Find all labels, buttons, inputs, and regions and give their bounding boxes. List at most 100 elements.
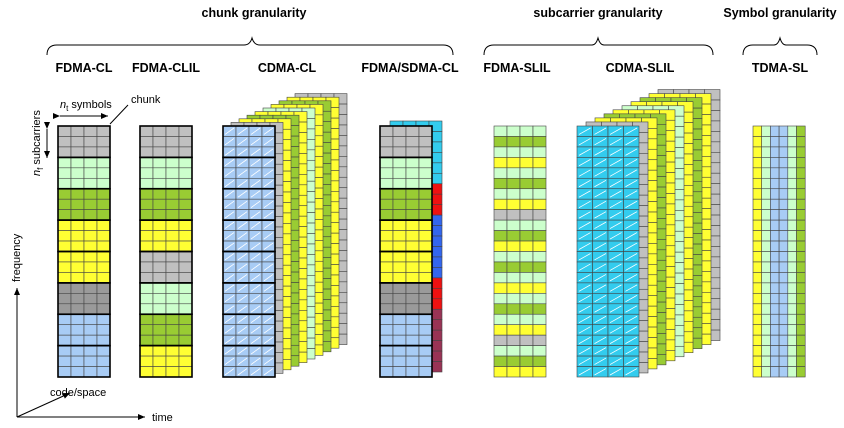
cell xyxy=(57,313,72,326)
cell xyxy=(178,136,193,148)
cell xyxy=(392,219,407,231)
cell xyxy=(70,209,85,221)
cell xyxy=(778,355,789,367)
cell xyxy=(178,366,193,378)
cell xyxy=(493,261,508,273)
cell xyxy=(405,303,420,315)
cell xyxy=(770,167,780,179)
cell xyxy=(152,177,167,190)
cell-mark xyxy=(237,284,248,292)
cell xyxy=(83,209,98,221)
cell xyxy=(796,209,806,221)
cell xyxy=(70,345,85,357)
chunk xyxy=(139,344,193,378)
cell xyxy=(493,345,508,357)
cell xyxy=(532,261,547,273)
cell xyxy=(152,219,167,231)
cell xyxy=(70,334,85,346)
cell xyxy=(418,240,433,252)
cell-mark xyxy=(578,347,591,355)
cell-mark xyxy=(578,242,591,250)
cell xyxy=(532,313,547,326)
cell xyxy=(787,313,797,326)
cell xyxy=(761,366,771,378)
subcarriers-label: nf subcarriers xyxy=(31,110,45,176)
cell xyxy=(139,313,154,326)
cell xyxy=(57,251,72,263)
cell-mark xyxy=(224,148,235,156)
cell xyxy=(83,303,98,315)
cell xyxy=(778,230,789,242)
cell-mark xyxy=(578,148,591,156)
cell xyxy=(405,157,420,169)
cell-mark xyxy=(237,138,248,146)
cell xyxy=(493,366,508,378)
cell xyxy=(796,355,806,367)
cell-mark xyxy=(250,368,261,376)
cell xyxy=(96,209,111,221)
cell xyxy=(761,125,771,137)
cell-mark xyxy=(250,263,261,271)
cell xyxy=(379,355,394,367)
cell xyxy=(96,355,111,367)
cell-mark xyxy=(609,326,622,334)
cell-mark xyxy=(594,368,607,376)
cell xyxy=(165,198,180,210)
cell-mark xyxy=(609,190,622,198)
cell xyxy=(532,355,547,367)
cell xyxy=(96,136,111,148)
brace xyxy=(742,36,818,56)
chunk-label: chunk xyxy=(131,94,161,106)
cell-mark xyxy=(263,211,274,219)
cell xyxy=(379,282,394,294)
brace xyxy=(483,36,714,56)
cell xyxy=(83,324,98,336)
cell xyxy=(778,136,789,148)
cell-mark xyxy=(224,179,235,188)
cell xyxy=(418,146,433,158)
cell xyxy=(379,251,394,263)
cell xyxy=(532,209,547,221)
cell xyxy=(418,136,433,148)
column-label: CDMA-CL xyxy=(258,61,317,75)
cell-mark xyxy=(250,232,261,240)
cell xyxy=(379,313,394,326)
cell xyxy=(70,157,85,169)
cell xyxy=(418,188,433,200)
cell xyxy=(770,240,780,252)
cell xyxy=(152,209,167,221)
cell xyxy=(519,230,534,242)
cell xyxy=(379,293,394,305)
cell xyxy=(506,366,521,378)
cell-mark xyxy=(578,221,591,229)
cell-mark xyxy=(594,211,607,219)
cell-mark xyxy=(250,190,261,198)
cell-mark xyxy=(250,305,261,313)
cell xyxy=(787,324,797,336)
cell xyxy=(152,334,167,346)
cell xyxy=(761,209,771,221)
cell xyxy=(152,198,167,210)
cell-mark xyxy=(237,159,248,167)
cell xyxy=(778,157,789,169)
cell-mark xyxy=(625,138,638,146)
cell xyxy=(57,167,72,179)
cell xyxy=(379,188,394,200)
cell xyxy=(405,355,420,367)
cell xyxy=(796,157,806,169)
cell xyxy=(96,167,111,179)
cell xyxy=(392,313,407,326)
cell-mark xyxy=(250,253,261,261)
cell xyxy=(83,282,98,294)
cell xyxy=(506,355,521,367)
cell xyxy=(96,157,111,169)
cell xyxy=(761,334,771,346)
cell xyxy=(519,282,534,294)
cell xyxy=(519,198,534,210)
cell xyxy=(778,261,789,273)
cell-mark xyxy=(250,315,261,324)
cell xyxy=(139,303,154,315)
cell xyxy=(418,334,433,346)
cell xyxy=(83,230,98,242)
